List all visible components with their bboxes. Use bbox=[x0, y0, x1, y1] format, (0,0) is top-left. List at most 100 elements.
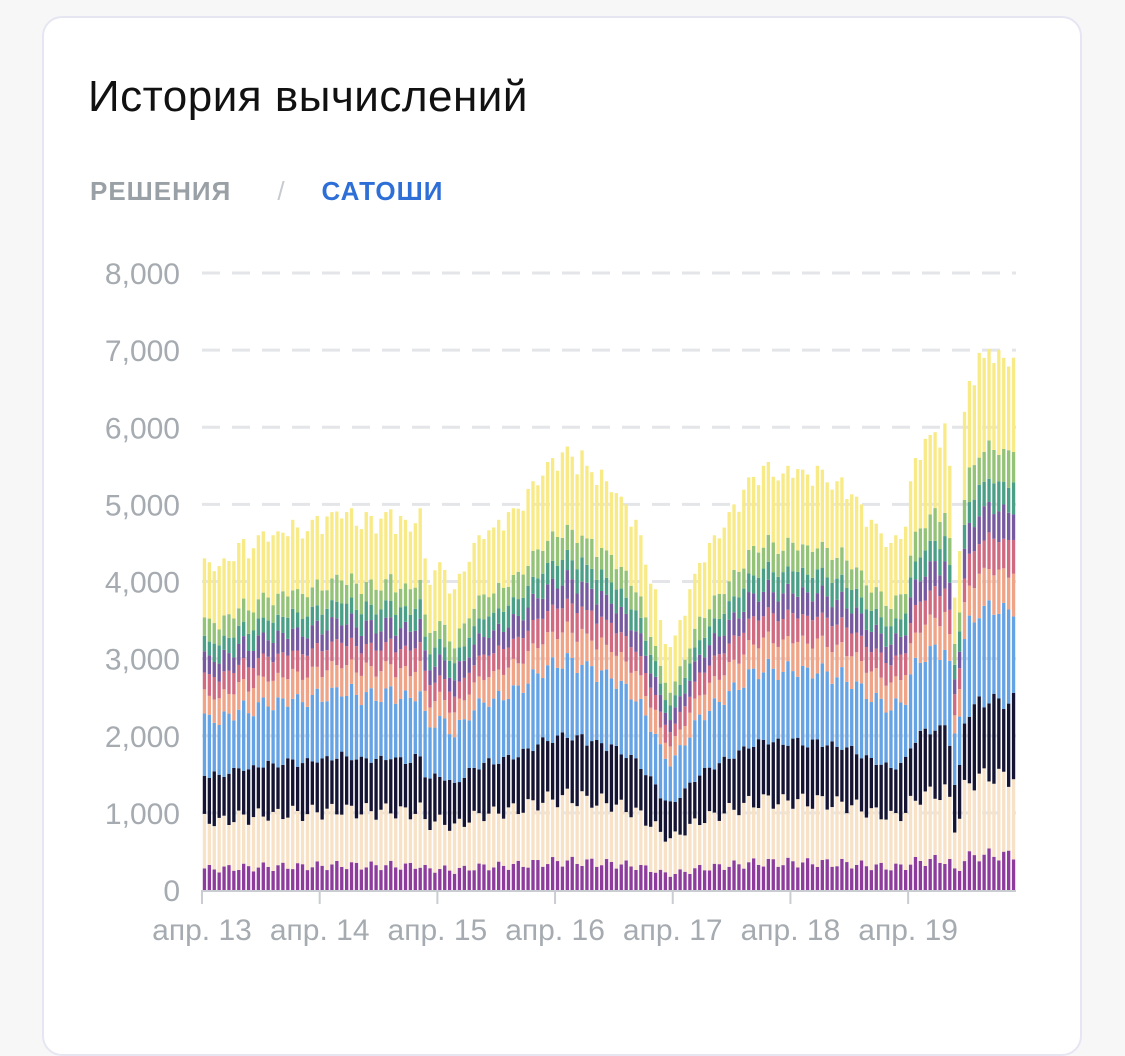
bar-segment bbox=[953, 694, 957, 716]
bar-segment bbox=[335, 574, 339, 602]
bar-segment bbox=[604, 644, 609, 670]
bar-segment bbox=[663, 758, 668, 801]
bar-segment bbox=[546, 741, 550, 792]
bar-segment bbox=[663, 712, 668, 725]
bar-segment bbox=[379, 671, 383, 702]
bar-segment bbox=[384, 661, 388, 689]
bar-segment bbox=[1011, 573, 1016, 617]
bar-segment bbox=[369, 579, 373, 605]
bar-segment bbox=[835, 599, 839, 625]
bar-segment bbox=[310, 519, 314, 588]
bar-segment bbox=[335, 601, 339, 619]
bar-segment bbox=[389, 813, 393, 861]
bar-segment bbox=[580, 628, 584, 665]
bar-segment bbox=[467, 672, 471, 695]
bar-segment bbox=[624, 758, 628, 813]
bar-segment bbox=[541, 618, 545, 645]
bar-segment bbox=[658, 831, 663, 870]
bar-segment bbox=[737, 636, 741, 664]
bar-segment bbox=[957, 818, 962, 871]
bar-segment bbox=[364, 620, 368, 645]
bar-segment bbox=[418, 660, 422, 692]
bar-segment bbox=[344, 804, 349, 870]
bar-segment bbox=[943, 561, 947, 589]
bar-segment bbox=[683, 871, 687, 890]
bar-segment bbox=[403, 621, 408, 646]
bar-segment bbox=[305, 638, 310, 656]
bar-segment bbox=[678, 684, 682, 697]
bar-segment bbox=[639, 535, 643, 597]
bar-segment bbox=[859, 811, 864, 861]
bar-segment bbox=[840, 667, 844, 750]
bar-segment bbox=[712, 633, 717, 656]
bar-segment bbox=[766, 744, 771, 796]
bar-segment bbox=[423, 636, 427, 651]
bar-segment bbox=[261, 816, 265, 863]
bar-segment bbox=[776, 866, 780, 890]
bar-segment bbox=[251, 688, 256, 717]
bar-segment bbox=[570, 803, 574, 857]
bar-segment bbox=[462, 571, 467, 624]
bar-segment bbox=[742, 489, 746, 569]
bar-segment bbox=[467, 870, 471, 890]
bar-segment bbox=[462, 660, 467, 678]
x-tick-label: апр. 14 bbox=[270, 914, 370, 947]
bar-segment bbox=[482, 702, 486, 763]
bar-segment bbox=[957, 631, 962, 652]
bar-segment bbox=[801, 544, 805, 568]
bar-segment bbox=[320, 865, 324, 890]
bar-segment bbox=[604, 577, 609, 595]
bar-segment bbox=[796, 550, 800, 572]
tab-satoshi[interactable]: САТОШИ bbox=[321, 176, 444, 206]
bar-segment bbox=[246, 633, 251, 651]
bar-segment bbox=[894, 769, 898, 814]
bar-segment bbox=[256, 767, 261, 809]
bar-segment bbox=[962, 499, 967, 525]
bar-segment bbox=[511, 759, 516, 804]
bar-segment bbox=[217, 774, 221, 818]
bar-segment bbox=[320, 701, 324, 759]
bar-segment bbox=[389, 509, 393, 575]
bar-segment bbox=[462, 646, 467, 661]
bar-segment bbox=[850, 805, 854, 869]
bar-segment bbox=[953, 597, 957, 644]
bar-segment bbox=[727, 802, 731, 867]
bar-segment bbox=[614, 804, 619, 869]
bar-segment bbox=[585, 465, 589, 539]
bar-segment bbox=[987, 440, 991, 479]
bar-segment bbox=[207, 864, 212, 890]
bar-segment bbox=[884, 685, 888, 713]
bar-segment bbox=[899, 864, 903, 890]
bar-segment bbox=[300, 763, 305, 821]
tab-solutions[interactable]: РЕШЕНИЯ bbox=[90, 176, 232, 206]
bar-segment bbox=[295, 627, 300, 651]
bar-segment bbox=[447, 779, 452, 831]
bar-segment bbox=[781, 865, 785, 890]
bar-segment bbox=[457, 719, 462, 783]
bar-segment bbox=[555, 639, 560, 668]
bar-segment bbox=[457, 661, 462, 682]
bar-segment bbox=[349, 613, 354, 638]
bar-segment bbox=[369, 604, 373, 621]
bar-segment bbox=[408, 531, 413, 590]
bar-segment bbox=[286, 617, 290, 639]
bar-segment bbox=[722, 527, 726, 595]
bar-segment bbox=[398, 806, 403, 870]
bar-segment bbox=[997, 860, 1001, 890]
bar-segment bbox=[756, 485, 761, 553]
bar-segment bbox=[246, 650, 251, 668]
bar-segment bbox=[369, 620, 373, 643]
bar-segment bbox=[325, 608, 329, 631]
bar-segment bbox=[560, 632, 565, 669]
bar-segment bbox=[585, 564, 589, 583]
bar-segment bbox=[835, 866, 839, 890]
bar-segment bbox=[359, 529, 364, 594]
bar-segment bbox=[668, 732, 672, 747]
bar-segment bbox=[933, 730, 937, 799]
bar-segment bbox=[492, 764, 496, 807]
bar-segment bbox=[536, 618, 540, 649]
bar-segment bbox=[433, 727, 437, 774]
bar-segment bbox=[693, 647, 697, 662]
bar-segment bbox=[904, 675, 908, 705]
bar-segment bbox=[825, 482, 829, 548]
